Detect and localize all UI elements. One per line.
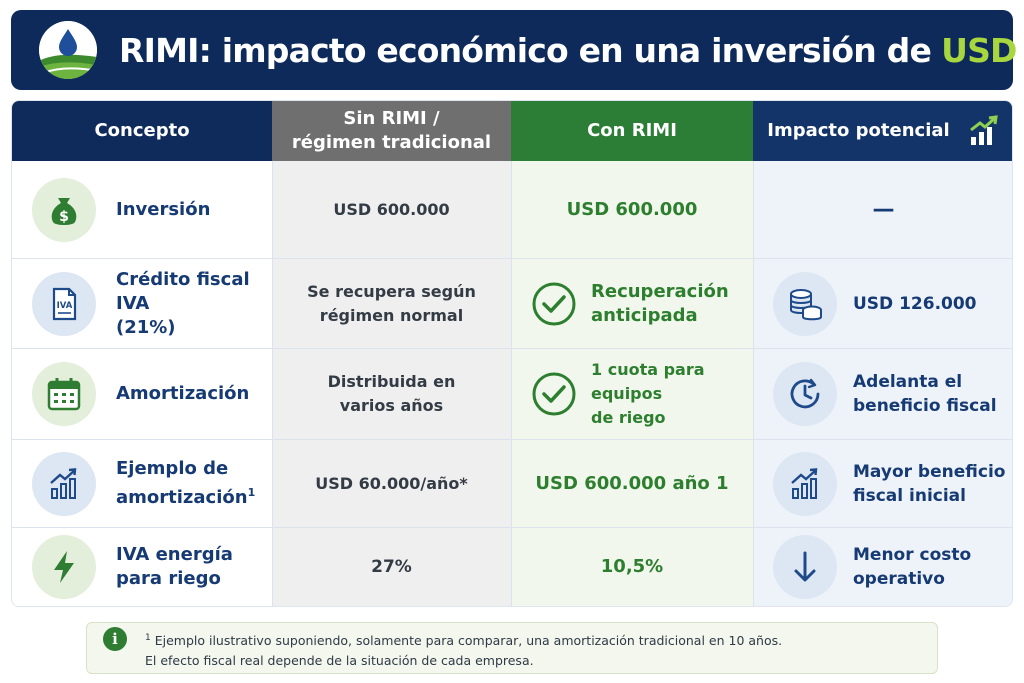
- check-circle-icon: [532, 282, 576, 325]
- check-circle-icon: [532, 372, 576, 416]
- col-divider: [511, 161, 512, 606]
- header-impacto-label: Impacto potencial: [767, 120, 950, 141]
- title-text: RIMI: impacto económico en una inversión…: [119, 30, 932, 70]
- footnote-line-1-text: Ejemplo ilustrativo suponiendo, solament…: [150, 633, 783, 649]
- row-ejemplo-con-rimi: USD 600.000 año 1: [511, 440, 753, 527]
- concept-label: Crédito fiscal IVA (21%): [116, 268, 250, 338]
- concept-label: Amortización: [116, 383, 250, 404]
- calendar-icon: [32, 362, 96, 426]
- row-energia-impacto: Menor costo operativo: [753, 528, 1012, 606]
- impacto-value: Menor costo operativo: [853, 545, 972, 589]
- con-rimi-value: Recuperación anticipada: [591, 280, 729, 326]
- sin-rimi-value: USD 60.000/año*: [315, 473, 468, 493]
- coins-icon: [773, 271, 837, 336]
- row-divider: [12, 348, 1012, 349]
- row-credito-concept: IVA Crédito fiscal IVA (21%): [12, 259, 272, 348]
- svg-text:$: $: [59, 209, 69, 225]
- impacto-value: Mayor beneficio fiscal inicial: [853, 461, 1006, 506]
- page-title: RIMI: impacto económico en una inversión…: [119, 10, 1024, 90]
- money-bag-icon: $: [32, 177, 96, 242]
- row-credito-impacto: USD 126.000: [753, 259, 1012, 348]
- column-sin-rimi-bg: [272, 101, 511, 606]
- concept-label-text: Ejemplo de amortización: [116, 458, 248, 508]
- row-divider: [12, 439, 1012, 440]
- clock-icon: [773, 362, 837, 426]
- col-divider: [272, 161, 273, 606]
- row-amortizacion-sin-rimi: Distribuida en varios años: [272, 349, 511, 439]
- row-divider: [12, 258, 1012, 259]
- row-credito-con-rimi: Recuperación anticipada: [511, 259, 753, 348]
- arrow-down-icon: [773, 535, 837, 599]
- header-concepto-label: Concepto: [94, 120, 190, 141]
- bar-chart-up-icon: [32, 451, 96, 516]
- comparison-table: Concepto Sin RIMI / régimen tradicional …: [11, 100, 1013, 607]
- row-amortizacion-concept: Amortización: [12, 349, 272, 439]
- title-amount: USD 600.000: [941, 30, 1024, 70]
- sin-rimi-value: USD 600.000: [333, 199, 450, 219]
- lightning-icon: [32, 535, 96, 599]
- footnote-marker: 1: [247, 486, 256, 499]
- header-concepto: Concepto: [12, 101, 272, 161]
- footnote-marker: 1: [145, 633, 151, 643]
- row-inversion-concept: $ Inversión: [12, 161, 272, 258]
- concept-label: Inversión: [116, 198, 211, 220]
- info-icon: i: [103, 627, 127, 651]
- con-rimi-value: USD 600.000 año 1: [535, 472, 729, 494]
- concept-label: IVA energía para riego: [116, 544, 233, 589]
- svg-text:IVA: IVA: [57, 301, 73, 311]
- row-inversion-sin-rimi: USD 600.000: [272, 161, 511, 258]
- header-impacto: Impacto potencial: [753, 101, 1012, 161]
- sin-rimi-value: Se recupera según régimen normal: [307, 281, 476, 325]
- column-con-rimi-bg: [511, 101, 753, 606]
- impacto-value: Adelanta el beneficio fiscal: [853, 372, 997, 416]
- row-ejemplo-impacto: Mayor beneficio fiscal inicial: [753, 440, 1012, 527]
- header-con-rimi-label: Con RIMI: [587, 120, 677, 141]
- header-con-rimi: Con RIMI: [511, 101, 753, 161]
- growth-chart-icon: [969, 115, 998, 145]
- concept-label: Ejemplo de amortización1: [116, 457, 255, 510]
- con-rimi-value: 1 cuota para equipos de riego: [591, 360, 705, 427]
- bar-chart-up-icon: [773, 451, 837, 516]
- row-ejemplo-concept: Ejemplo de amortización1: [12, 440, 272, 527]
- sin-rimi-value: Distribuida en varios años: [327, 372, 456, 415]
- row-credito-sin-rimi: Se recupera según régimen normal: [272, 259, 511, 348]
- iva-document-icon: IVA: [32, 271, 96, 336]
- row-amortizacion-con-rimi: 1 cuota para equipos de riego: [511, 349, 753, 439]
- footnote-line-2: El efecto fiscal real depende de la situ…: [145, 653, 534, 669]
- row-energia-sin-rimi: 27%: [272, 528, 511, 606]
- row-ejemplo-sin-rimi: USD 60.000/año*: [272, 440, 511, 527]
- header-sin-rimi: Sin RIMI / régimen tradicional: [272, 101, 511, 161]
- row-amortizacion-impacto: Adelanta el beneficio fiscal: [753, 349, 1012, 439]
- row-energia-concept: IVA energía para riego: [12, 528, 272, 606]
- row-inversion-impacto: —: [753, 161, 1012, 258]
- row-energia-con-rimi: 10,5%: [511, 528, 753, 606]
- impacto-value: —: [872, 197, 895, 222]
- con-rimi-value: 10,5%: [600, 556, 664, 577]
- row-divider: [12, 527, 1012, 528]
- con-rimi-value: USD 600.000: [566, 198, 698, 220]
- footnote-line-1: 1 Ejemplo ilustrativo suponiendo, solame…: [145, 628, 782, 651]
- header-banner: RIMI: impacto económico en una inversión…: [11, 10, 1024, 90]
- footnote-box: i 1 Ejemplo ilustrativo suponiendo, sola…: [86, 622, 938, 674]
- footnote-text: 1 Ejemplo ilustrativo suponiendo, solame…: [145, 628, 782, 671]
- water-drop-field-logo: [39, 21, 97, 79]
- impacto-value: USD 126.000: [853, 293, 977, 314]
- column-impacto-bg: [753, 101, 1012, 606]
- col-divider: [753, 161, 754, 606]
- row-inversion-con-rimi: USD 600.000: [511, 161, 753, 258]
- header-sin-rimi-label: Sin RIMI / régimen tradicional: [291, 108, 492, 153]
- sin-rimi-value: 27%: [371, 557, 412, 577]
